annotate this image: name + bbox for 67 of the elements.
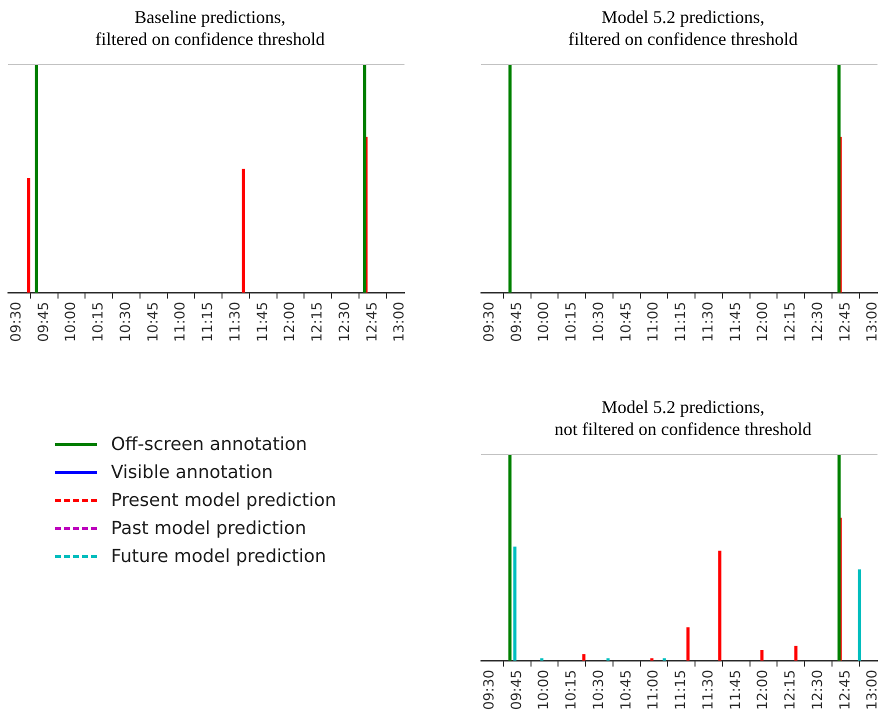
x-tick-label: 10:45: [145, 302, 162, 342]
x-tick-label: 11:30: [227, 302, 244, 342]
x-tick-label: 11:15: [673, 670, 690, 710]
bar: [540, 658, 544, 661]
x-tick-label: 11:00: [646, 302, 662, 342]
x-tick-label: 10:30: [118, 302, 134, 342]
bar: [760, 650, 764, 661]
x-tick-label: 13:00: [864, 302, 881, 342]
bar: [27, 178, 30, 293]
x-tick-label: 11:45: [728, 302, 744, 342]
x-tick-label: 11:00: [646, 670, 662, 710]
x-tick-label: 12:45: [364, 302, 380, 342]
x-tick-label: 12:30: [810, 302, 826, 342]
x-tick-label: 11:15: [200, 302, 216, 342]
x-tick-label: 12:45: [837, 302, 854, 342]
legend-label: Future model prediction: [111, 546, 326, 566]
x-tick-label: 09:30: [8, 302, 24, 342]
x-tick-label: 11:00: [172, 302, 189, 342]
legend-label: Visible annotation: [111, 462, 273, 482]
x-tick-label: 10:30: [590, 302, 607, 342]
x-tick-label: 13:00: [864, 670, 881, 710]
x-tick-label: 10:00: [536, 302, 552, 342]
x-tick-label: 12:45: [837, 670, 854, 710]
chart-title: Model 5.2 predictions, filtered on confidence threshold: [567, 6, 799, 50]
bar: [718, 550, 722, 661]
x-tick-label: 11:30: [700, 670, 716, 710]
bar: [34, 64, 38, 293]
x-tick-label: 11:15: [673, 302, 690, 342]
x-tick-label: 13:00: [392, 302, 408, 342]
bar: [363, 64, 366, 293]
bar: [582, 654, 586, 661]
x-tick-label: 11:45: [254, 302, 271, 342]
bar: [513, 546, 516, 661]
bar: [508, 454, 512, 661]
x-tick-label: 09:45: [508, 302, 525, 342]
x-tick-label: 10:30: [590, 670, 607, 710]
bar: [686, 627, 690, 661]
x-tick-label: 09:30: [481, 302, 498, 342]
x-tick-label: 09:45: [508, 670, 525, 710]
x-tick-label: 09:45: [36, 302, 52, 342]
x-tick-label: 10:00: [63, 302, 80, 342]
chart-title: Model 5.2 predictions, not filtered on confidence threshold: [554, 396, 812, 440]
x-tick-label: 12:15: [310, 302, 326, 342]
legend-label: Past model prediction: [111, 518, 306, 538]
x-tick-label: 10:45: [618, 670, 634, 710]
x-tick-label: 10:15: [564, 670, 580, 710]
x-tick-label: 12:15: [782, 670, 799, 710]
x-tick-label: 12:00: [755, 670, 772, 710]
bar: [838, 454, 841, 661]
bar: [794, 646, 798, 661]
x-tick-label: 12:30: [810, 670, 826, 710]
x-tick-label: 10:15: [564, 302, 580, 342]
x-tick-label: 10:15: [90, 302, 107, 342]
x-tick-label: 12:00: [755, 302, 772, 342]
x-tick-label: 12:00: [282, 302, 298, 342]
x-tick-label: 11:45: [728, 670, 744, 710]
chart-title: Baseline predictions, filtered on confidence threshold: [94, 6, 326, 50]
bar: [858, 569, 862, 661]
x-tick-label: 11:30: [700, 302, 716, 342]
x-tick-label: 12:30: [336, 302, 353, 342]
bar: [242, 168, 246, 293]
x-tick-label: 10:45: [618, 302, 634, 342]
legend-label: Present model prediction: [111, 490, 336, 510]
x-tick-label: 10:00: [536, 670, 552, 710]
x-tick-label: 12:15: [782, 302, 799, 342]
x-tick-label: 09:30: [481, 670, 498, 710]
legend-label: Off-screen annotation: [111, 434, 308, 454]
